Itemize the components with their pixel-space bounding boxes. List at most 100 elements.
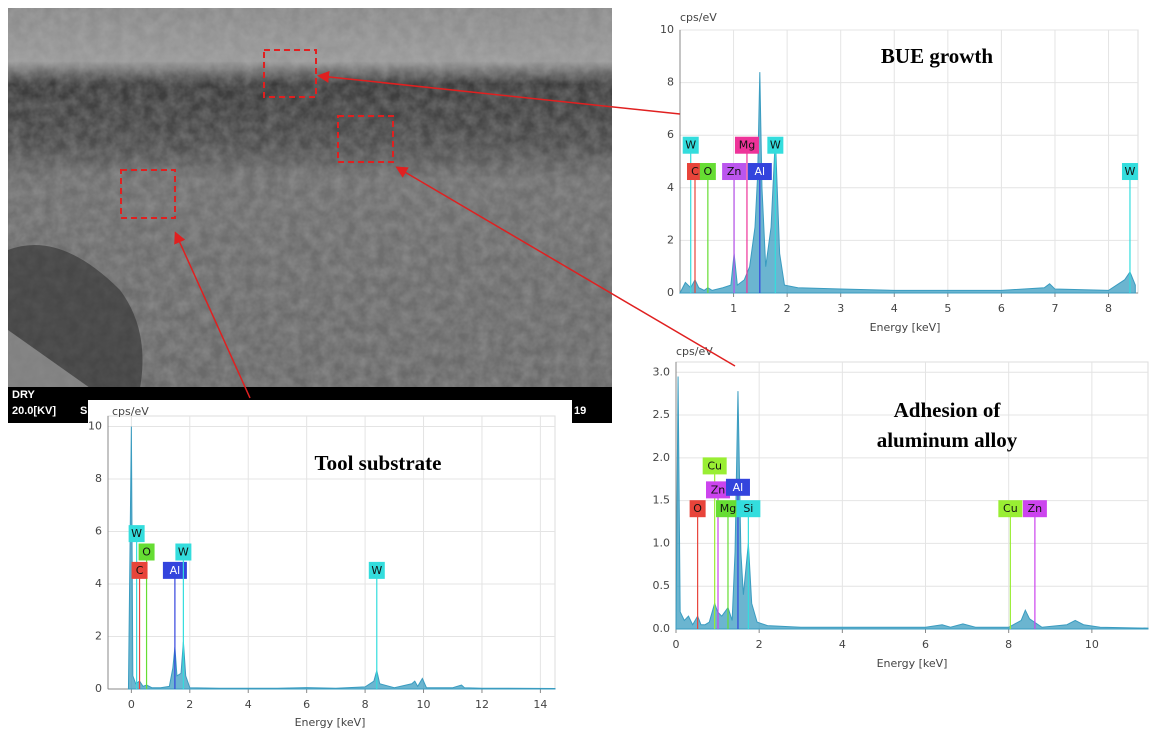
- x-tick-label: 2: [756, 638, 763, 651]
- element-tag: [368, 561, 385, 579]
- x-axis-label: Energy [keV]: [295, 716, 366, 729]
- x-tick-label: 1: [730, 302, 737, 315]
- x-tick-label: 7: [1051, 302, 1058, 315]
- element-tag: [699, 163, 716, 181]
- plot-area: [679, 29, 1139, 294]
- y-tick-label: 10: [88, 420, 102, 433]
- y-tick-label: 1.5: [653, 494, 671, 507]
- chart-title: BUE growth: [881, 44, 994, 68]
- arrows: [174, 70, 736, 399]
- x-tick-label: 4: [839, 638, 846, 651]
- element-tag: [998, 500, 1023, 518]
- spectrum-area: [127, 426, 556, 690]
- element-label: W: [1125, 165, 1136, 178]
- x-tick-label: 14: [533, 698, 547, 711]
- element-label: Al: [170, 564, 181, 577]
- element-label: Al: [755, 165, 766, 178]
- sem-footer: S: [80, 405, 87, 417]
- y-tick-label: 0.0: [653, 622, 671, 635]
- element-label: W: [371, 564, 382, 577]
- element-label: O: [693, 502, 702, 515]
- y-tick-label: 0.5: [653, 579, 671, 592]
- element-tag: [175, 543, 192, 561]
- y-tick-label: 2.0: [653, 451, 671, 464]
- y-tick-label: 2: [667, 233, 674, 246]
- y-tick-label: 2: [95, 630, 102, 643]
- element-label: Si: [743, 502, 753, 515]
- element-label: W: [131, 527, 142, 540]
- x-tick-label: 0: [673, 638, 680, 651]
- x-tick-label: 0: [128, 698, 135, 711]
- element-tag: [725, 478, 750, 496]
- element-label: Mg: [720, 502, 736, 515]
- element-label: C: [691, 165, 699, 178]
- spectrum-area: [675, 376, 1149, 630]
- chart-title: Tool substrate: [315, 451, 442, 475]
- y-tick-label: 8: [667, 76, 674, 89]
- element-label: Mg: [739, 139, 755, 152]
- element-label: Al: [733, 481, 744, 494]
- x-tick-label: 6: [922, 638, 929, 651]
- element-tag: [1121, 163, 1138, 181]
- element-label: Zn: [727, 165, 742, 178]
- x-tick-label: 4: [891, 302, 898, 315]
- element-label: Zn: [1028, 502, 1043, 515]
- sem-footer: 19: [574, 405, 586, 417]
- y-tick-label: 6: [95, 525, 102, 538]
- element-label: W: [178, 546, 189, 559]
- y-tick-label: 3.0: [653, 365, 671, 378]
- x-tick-label: 12: [475, 698, 489, 711]
- x-tick-label: 6: [998, 302, 1005, 315]
- y-tick-label: 0: [95, 682, 102, 695]
- chart-title: aluminum alloy: [877, 428, 1018, 452]
- element-tag: [162, 561, 187, 579]
- x-tick-label: 5: [944, 302, 951, 315]
- element-label: C: [136, 564, 144, 577]
- y-tick-label: 6: [667, 128, 674, 141]
- element-label: W: [770, 139, 781, 152]
- y-unit: cps/eV: [676, 345, 713, 358]
- y-tick-label: 4: [95, 577, 102, 590]
- element-tag: [722, 163, 747, 181]
- element-label: O: [142, 546, 151, 559]
- y-unit: cps/eV: [112, 405, 149, 418]
- element-tag: [734, 136, 759, 154]
- element-tag: [1022, 500, 1047, 518]
- element-tag: [682, 136, 699, 154]
- x-tick-label: 3: [837, 302, 844, 315]
- sem-mode: DRY: [12, 389, 35, 401]
- sem-voltage: 20.0[KV]: [12, 405, 56, 417]
- sem-image: DRY 20.0[KV] S 19: [8, 8, 612, 423]
- element-tag: [747, 163, 772, 181]
- element-tag: [131, 561, 148, 579]
- element-label: Cu: [707, 459, 722, 472]
- y-tick-label: 4: [667, 181, 674, 194]
- y-tick-label: 1.0: [653, 536, 671, 549]
- x-tick-label: 8: [1105, 302, 1112, 315]
- x-tick-label: 10: [417, 698, 431, 711]
- x-axis-label: Energy [keV]: [877, 657, 948, 670]
- x-tick-label: 2: [186, 698, 193, 711]
- x-tick-label: 8: [362, 698, 369, 711]
- x-tick-label: 2: [784, 302, 791, 315]
- element-label: Zn: [711, 483, 726, 496]
- element-tag: [736, 500, 761, 518]
- element-tag: [767, 136, 784, 154]
- y-tick-label: 0: [667, 286, 674, 299]
- element-tag: [138, 543, 155, 561]
- element-tag: [686, 163, 703, 181]
- x-axis-label: Energy [keV]: [870, 321, 941, 334]
- y-tick-label: 8: [95, 472, 102, 485]
- element-tag: [702, 457, 727, 475]
- chart-title: Adhesion of: [894, 398, 1002, 422]
- element-label: O: [704, 165, 713, 178]
- x-tick-label: 6: [303, 698, 310, 711]
- x-tick-label: 10: [1085, 638, 1099, 651]
- element-tag: [689, 500, 706, 518]
- element-label: W: [685, 139, 696, 152]
- element-tag: [715, 500, 740, 518]
- element-label: Cu: [1003, 502, 1018, 515]
